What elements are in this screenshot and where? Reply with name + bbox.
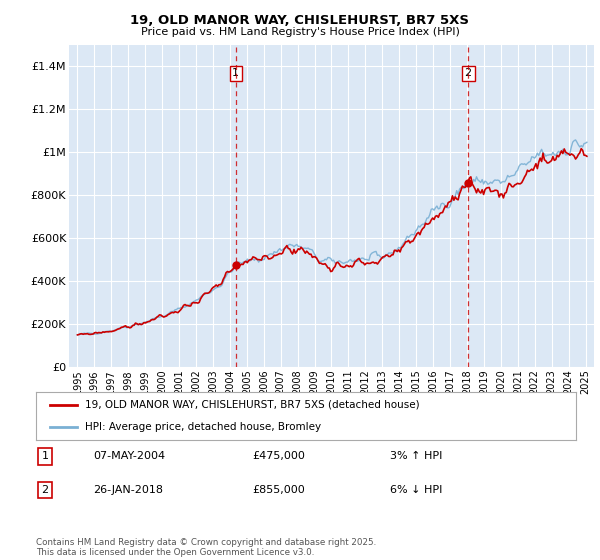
Text: 07-MAY-2004: 07-MAY-2004 [93, 451, 165, 461]
Text: Price paid vs. HM Land Registry's House Price Index (HPI): Price paid vs. HM Land Registry's House … [140, 27, 460, 37]
Text: 6% ↓ HPI: 6% ↓ HPI [390, 485, 442, 495]
Text: Contains HM Land Registry data © Crown copyright and database right 2025.
This d: Contains HM Land Registry data © Crown c… [36, 538, 376, 557]
Text: 19, OLD MANOR WAY, CHISLEHURST, BR7 5XS (detached house): 19, OLD MANOR WAY, CHISLEHURST, BR7 5XS … [85, 400, 419, 410]
Text: 1: 1 [41, 451, 49, 461]
Text: 26-JAN-2018: 26-JAN-2018 [93, 485, 163, 495]
Text: £855,000: £855,000 [252, 485, 305, 495]
Text: 19, OLD MANOR WAY, CHISLEHURST, BR7 5XS: 19, OLD MANOR WAY, CHISLEHURST, BR7 5XS [131, 14, 470, 27]
Text: 2: 2 [41, 485, 49, 495]
Text: 2: 2 [464, 68, 472, 78]
Text: £475,000: £475,000 [252, 451, 305, 461]
Text: HPI: Average price, detached house, Bromley: HPI: Average price, detached house, Brom… [85, 422, 321, 432]
Text: 1: 1 [232, 68, 239, 78]
Text: 3% ↑ HPI: 3% ↑ HPI [390, 451, 442, 461]
